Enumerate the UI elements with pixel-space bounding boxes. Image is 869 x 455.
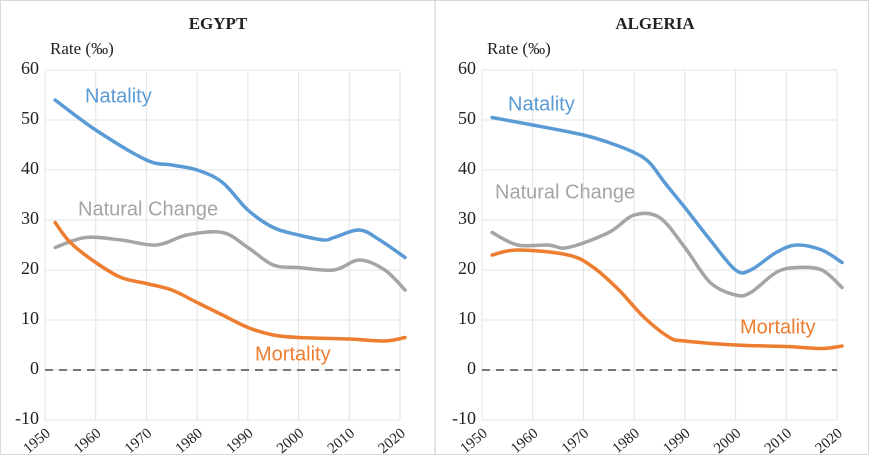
x-tick-label: 1960 (71, 425, 104, 455)
y-tick-label: 40 (21, 158, 39, 178)
y-tick-label: 0 (30, 358, 39, 378)
series-line (490, 248, 844, 351)
x-tick-label: 1990 (660, 425, 693, 455)
x-tick-label: 2000 (274, 425, 307, 455)
y-tick-label: -10 (452, 408, 476, 428)
y-tick-label: 60 (21, 58, 39, 78)
x-tick-label: 2010 (762, 425, 795, 455)
x-tick-label: 2000 (711, 425, 744, 455)
y-tick-label: 30 (458, 208, 476, 228)
y-tick-label: 10 (458, 308, 476, 328)
chart-title: EGYPT (189, 14, 248, 33)
x-tick-label: 1950 (21, 425, 54, 455)
x-tick-label: 1960 (508, 425, 541, 455)
series-label: Natality (85, 85, 152, 107)
x-tick-label: 2020 (813, 425, 846, 455)
y-tick-label: 20 (21, 258, 39, 278)
series-label: Mortality (255, 343, 331, 365)
y-axis-label: Rate (‰) (487, 39, 551, 58)
y-tick-label: 10 (21, 308, 39, 328)
y-tick-label: 60 (458, 58, 476, 78)
x-tick-label: 1980 (173, 425, 206, 455)
y-tick-label: 0 (467, 358, 476, 378)
series-line (490, 115, 844, 275)
series-label: Natural Change (78, 198, 218, 220)
y-tick-label: 30 (21, 208, 39, 228)
x-tick-label: 1950 (458, 425, 491, 455)
x-tick-label: 1990 (223, 425, 256, 455)
series-label: Natural Change (495, 181, 635, 203)
x-tick-label: 1980 (610, 425, 643, 455)
y-axis-label: Rate (‰) (50, 39, 114, 58)
series-line (490, 211, 844, 298)
y-tick-label: -10 (15, 408, 39, 428)
series-line (53, 98, 407, 260)
x-tick-label: 1970 (122, 425, 155, 455)
x-tick-label: 2020 (376, 425, 409, 455)
series-line (53, 229, 407, 292)
y-tick-label: 50 (458, 108, 476, 128)
y-tick-label: 50 (21, 108, 39, 128)
series-line (53, 220, 407, 343)
y-tick-label: 20 (458, 258, 476, 278)
chart-title: ALGERIA (615, 14, 695, 33)
x-tick-label: 2010 (325, 425, 358, 455)
y-tick-label: 40 (458, 158, 476, 178)
x-tick-label: 1970 (559, 425, 592, 455)
series-label: Mortality (740, 316, 816, 338)
series-label: Natality (508, 93, 575, 115)
